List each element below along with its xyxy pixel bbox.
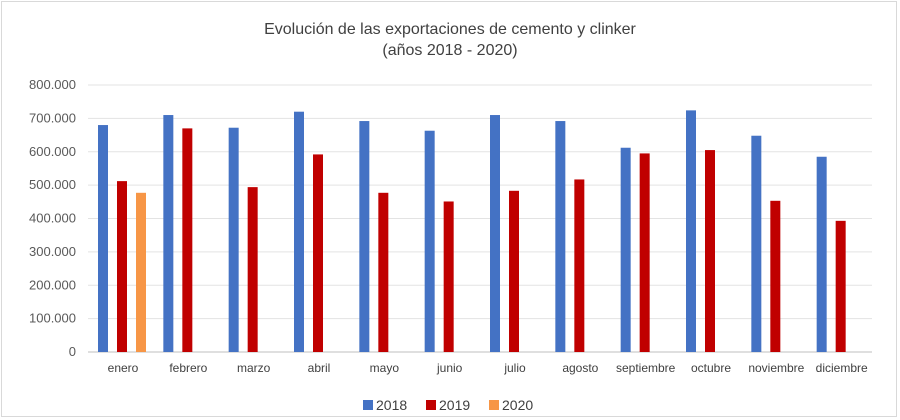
bar-2018-enero (98, 125, 108, 352)
bar-2019-mayo (378, 192, 389, 352)
x-category-label: agosto (562, 361, 598, 375)
bar-2019-noviembre (770, 200, 781, 352)
bar-2019-febrero (182, 128, 193, 352)
bar-2018-octubre (686, 110, 696, 353)
x-category-label: enero (108, 361, 139, 375)
y-tick-label: 400.000 (29, 211, 76, 226)
bar-2019-julio (509, 190, 519, 352)
y-tick-label: 500.000 (29, 177, 76, 192)
x-category-label: octubre (691, 361, 731, 375)
bar-2019-junio (443, 201, 454, 352)
legend: 2018 2019 2020 (363, 397, 533, 413)
legend-swatch-2019 (426, 400, 436, 410)
legend-label: 2020 (502, 397, 533, 413)
bar-2018-noviembre (751, 135, 762, 352)
y-axis-ticks: 0 100.000 200.000 300.000 400.000 500.000 600.… (29, 77, 76, 359)
x-category-label: mayo (370, 361, 400, 375)
legend-swatch-2018 (363, 400, 373, 410)
x-category-label: marzo (237, 361, 271, 375)
y-tick-label: 700.000 (29, 110, 76, 125)
bar-2018-agosto (555, 121, 566, 352)
x-category-label: abril (308, 361, 331, 375)
x-category-label: febrero (169, 361, 207, 375)
legend-label: 2018 (376, 397, 407, 413)
y-tick-label: 300.000 (29, 244, 76, 259)
bar-2019-diciembre (835, 220, 846, 352)
x-category-label: septiembre (616, 361, 676, 375)
bar-2019-octubre (705, 150, 715, 352)
bar-2018-abril (294, 111, 304, 352)
legend-label: 2019 (439, 397, 470, 413)
chart-title: Evolución de las exportaciones de cement… (264, 21, 636, 38)
y-tick-label: 100.000 (29, 311, 76, 326)
legend-swatch-2020 (489, 400, 499, 410)
y-tick-label: 800.000 (29, 77, 76, 92)
y-tick-label: 200.000 (29, 277, 76, 292)
bar-2019-septiembre (639, 153, 650, 352)
x-category-label: noviembre (748, 361, 804, 375)
bar-2018-julio (490, 115, 500, 352)
bar-2019-agosto (574, 179, 585, 352)
chart-subtitle: (años 2018 - 2020) (382, 42, 517, 59)
bar-2018-junio (424, 130, 435, 352)
bar-2018-marzo (228, 127, 239, 352)
bar-2018-mayo (359, 121, 370, 352)
gridlines (88, 84, 872, 353)
x-axis-categories: enero febrero marzo abril mayo junio julio agos… (108, 361, 868, 375)
bar-2018-diciembre (816, 156, 827, 352)
bar-2019-enero (117, 181, 127, 352)
bar-2019-marzo (247, 187, 258, 352)
bars (98, 110, 846, 353)
x-category-label: diciembre (816, 361, 868, 375)
bar-2019-abril (313, 154, 323, 352)
y-tick-label: 600.000 (29, 144, 76, 159)
x-category-label: junio (436, 361, 463, 375)
bar-2018-septiembre (620, 147, 631, 352)
bar-2020-enero (136, 192, 146, 352)
bar-2018-febrero (163, 115, 174, 352)
y-tick-label: 0 (69, 344, 76, 359)
x-category-label: julio (503, 361, 526, 375)
